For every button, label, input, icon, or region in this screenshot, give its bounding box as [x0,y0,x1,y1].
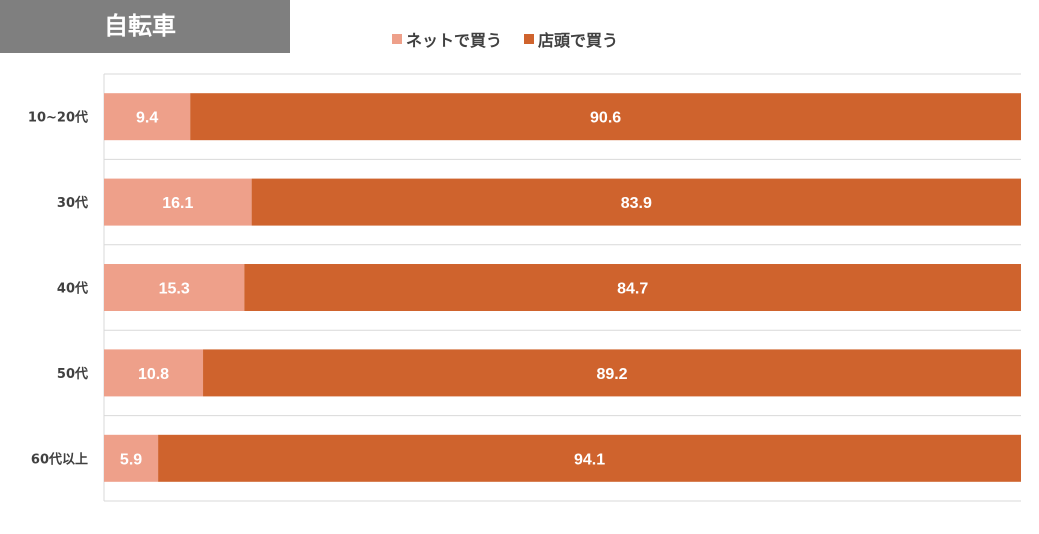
category-label: 50代 [57,366,88,382]
bar-online [104,178,252,226]
category-label: 60代以上 [31,451,88,467]
bar-online [104,434,159,482]
bar-store [251,178,1022,226]
legend-label-online: ネットで買う [406,31,503,50]
data-label-store: 84.7 [617,281,648,298]
legend: ネットで買う 店頭で買う [392,27,640,51]
legend-item-store: 店頭で買う [524,27,618,51]
category-label: 30代 [57,195,88,211]
data-label-online: 10.8 [138,366,169,383]
legend-swatch-online [392,34,402,44]
bar-online [104,264,245,311]
bar-online [104,93,191,141]
category-label: 10~20代 [28,110,88,126]
data-label-store: 89.2 [596,366,627,383]
data-label-store: 90.6 [590,110,621,127]
category-label: 40代 [57,281,88,297]
data-label-online: 15.3 [159,281,190,298]
data-label-online: 5.9 [120,451,142,468]
legend-swatch-store [524,34,535,44]
legend-item-online: ネットで買う [392,27,502,51]
data-label-store: 94.1 [574,451,605,468]
bar-store [158,434,1021,482]
bar-online [104,349,204,397]
data-label-store: 83.9 [621,195,652,212]
bar-store [203,349,1021,397]
data-label-online: 9.4 [136,110,158,127]
bar-store [244,264,1021,311]
legend-label-store: 店頭で買う [538,31,619,50]
data-label-online: 16.1 [162,195,193,212]
chart-title: 自転車 [104,12,176,40]
bar-store [190,93,1021,141]
chart-title-box: 自転車 [0,0,290,53]
